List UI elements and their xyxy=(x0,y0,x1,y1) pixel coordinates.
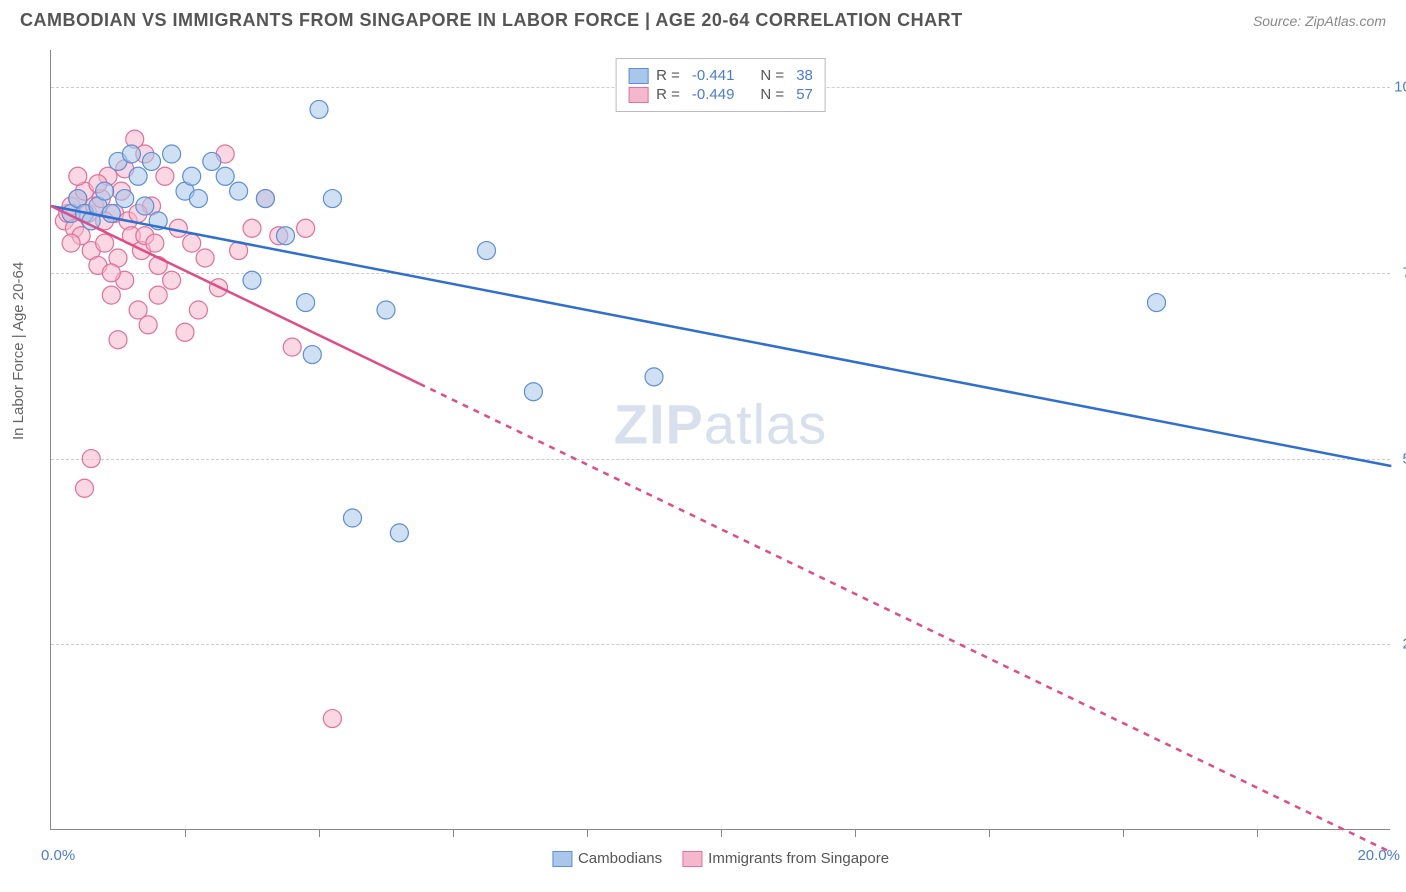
y-tick-label: 100.0% xyxy=(1394,79,1406,96)
data-point xyxy=(69,167,87,185)
chart-title: CAMBODIAN VS IMMIGRANTS FROM SINGAPORE I… xyxy=(20,10,963,31)
y-tick-label: 50.0% xyxy=(1402,450,1406,467)
chart-plot-area: ZIPatlas R = -0.441 N = 38 R = -0.449 N … xyxy=(50,50,1390,830)
legend-row-a: R = -0.441 N = 38 xyxy=(628,67,813,84)
n-label-a: N = xyxy=(760,67,784,84)
y-axis-label: In Labor Force | Age 20-64 xyxy=(10,262,27,440)
data-point xyxy=(143,152,161,170)
x-tick xyxy=(185,829,186,837)
x-tick xyxy=(855,829,856,837)
data-point xyxy=(645,368,663,386)
swatch-b-icon xyxy=(682,851,702,867)
r-value-b: -0.449 xyxy=(692,86,735,103)
x-axis-min-label: 0.0% xyxy=(41,847,75,864)
legend-label-a: Cambodians xyxy=(578,850,662,867)
data-point xyxy=(196,249,214,267)
data-point xyxy=(230,182,248,200)
x-tick xyxy=(319,829,320,837)
data-point xyxy=(277,227,295,245)
data-point xyxy=(243,271,261,289)
data-point xyxy=(189,190,207,208)
data-point xyxy=(283,338,301,356)
scatter-svg xyxy=(51,50,1390,829)
swatch-a xyxy=(628,68,648,84)
n-value-a: 38 xyxy=(796,67,813,84)
data-point xyxy=(129,167,147,185)
series-legend: Cambodians Immigrants from Singapore xyxy=(552,850,889,867)
r-label-b: R = xyxy=(656,86,680,103)
data-point xyxy=(303,346,321,364)
x-axis-max-label: 20.0% xyxy=(1357,847,1400,864)
trend-line xyxy=(420,384,1392,853)
data-point xyxy=(243,219,261,237)
x-tick xyxy=(1257,829,1258,837)
legend-item-a: Cambodians xyxy=(552,850,662,867)
data-point xyxy=(524,383,542,401)
data-point xyxy=(297,294,315,312)
x-tick xyxy=(1123,829,1124,837)
data-point xyxy=(183,234,201,252)
data-point xyxy=(377,301,395,319)
data-point xyxy=(189,301,207,319)
data-point xyxy=(96,234,114,252)
data-point xyxy=(156,167,174,185)
n-label-b: N = xyxy=(760,86,784,103)
n-value-b: 57 xyxy=(796,86,813,103)
chart-source: Source: ZipAtlas.com xyxy=(1253,13,1386,29)
data-point xyxy=(102,286,120,304)
data-point xyxy=(122,145,140,163)
data-point xyxy=(390,524,408,542)
y-tick-label: 25.0% xyxy=(1402,636,1406,653)
data-point xyxy=(136,197,154,215)
r-value-a: -0.441 xyxy=(692,67,735,84)
data-point xyxy=(146,234,164,252)
y-tick-label: 75.0% xyxy=(1402,264,1406,281)
data-point xyxy=(149,256,167,274)
chart-header: CAMBODIAN VS IMMIGRANTS FROM SINGAPORE I… xyxy=(0,0,1406,36)
swatch-b xyxy=(628,87,648,103)
data-point xyxy=(176,323,194,341)
x-tick xyxy=(587,829,588,837)
swatch-a-icon xyxy=(552,851,572,867)
data-point xyxy=(323,710,341,728)
data-point xyxy=(297,219,315,237)
data-point xyxy=(256,190,274,208)
data-point xyxy=(203,152,221,170)
data-point xyxy=(1148,294,1166,312)
data-point xyxy=(82,450,100,468)
legend-item-b: Immigrants from Singapore xyxy=(682,850,889,867)
data-point xyxy=(310,100,328,118)
data-point xyxy=(216,167,234,185)
data-point xyxy=(163,271,181,289)
data-point xyxy=(323,190,341,208)
data-point xyxy=(96,182,114,200)
x-tick xyxy=(721,829,722,837)
data-point xyxy=(62,234,80,252)
data-point xyxy=(163,145,181,163)
x-tick xyxy=(989,829,990,837)
legend-row-b: R = -0.449 N = 57 xyxy=(628,86,813,103)
data-point xyxy=(149,286,167,304)
data-point xyxy=(139,316,157,334)
trend-line xyxy=(51,206,1391,466)
data-point xyxy=(102,264,120,282)
x-tick xyxy=(453,829,454,837)
legend-label-b: Immigrants from Singapore xyxy=(708,850,889,867)
data-point xyxy=(109,331,127,349)
correlation-legend: R = -0.441 N = 38 R = -0.449 N = 57 xyxy=(615,58,826,112)
data-point xyxy=(344,509,362,527)
r-label-a: R = xyxy=(656,67,680,84)
data-point xyxy=(478,242,496,260)
data-point xyxy=(76,479,94,497)
data-point xyxy=(116,190,134,208)
data-point xyxy=(183,167,201,185)
